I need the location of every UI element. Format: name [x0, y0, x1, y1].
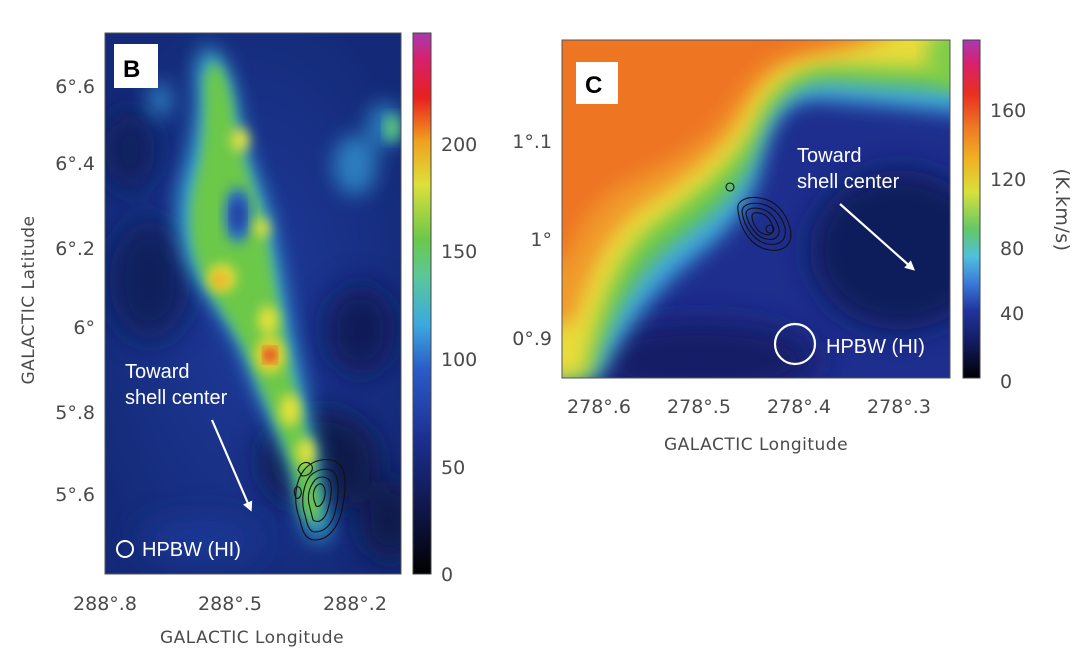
panel-b-y-axis: 6°.6 6°.4 6°.2 6° 5°.8 5°.6 — [55, 76, 95, 506]
panel-b-ytick: 6°.2 — [55, 238, 95, 260]
panel-c-xtick: 278°.5 — [667, 396, 731, 418]
panel-b-colorbar — [412, 32, 432, 575]
panel-c-map — [562, 40, 950, 378]
panel-b-xlabel: GALACTIC Longitude — [160, 628, 344, 648]
panel-b-ylabel: GALACTIC Latitude — [19, 215, 39, 384]
panel-b-cbar-tick: 100 — [441, 349, 477, 371]
panel-c-label-box — [576, 62, 618, 104]
panel-c-beam-circle — [773, 322, 817, 366]
panel-c-arrow — [839, 203, 915, 271]
panel-b-cbar-tick: 50 — [441, 457, 465, 479]
panel-c-beam-label: HPBW (HI) — [826, 336, 925, 358]
panel-c-cbar-tick: 120 — [990, 169, 1026, 191]
panel-c-frame — [561, 39, 951, 379]
panel-c-xtick: 278°.4 — [767, 396, 831, 418]
panel-c-colorbar-ticks: 0 40 80 120 160 — [990, 100, 1026, 393]
panel-b-map — [105, 33, 401, 574]
panel-b-cbar-tick: 0 — [441, 564, 453, 586]
panel-b-ytick: 5°.8 — [55, 402, 95, 424]
panel-b-x-axis: 288°.8 288°.5 288°.2 — [73, 593, 387, 615]
panel-b-arrow — [210, 419, 253, 512]
panel-c-cbar-tick: 40 — [1000, 303, 1024, 325]
panel-c-xlabel: GALACTIC Longitude — [664, 435, 848, 455]
panel-b-annotation-line1: Toward — [125, 361, 189, 383]
panel-b-frame — [104, 32, 402, 575]
panel-b-ytick: 6° — [73, 317, 95, 339]
panel-b-beam-circle — [116, 540, 134, 558]
panel-b-contours — [293, 459, 346, 541]
panel-c-annotation-line1: Toward — [797, 145, 861, 167]
panel-c-xtick: 278°.3 — [867, 396, 931, 418]
panel-c-xtick: 278°.6 — [567, 396, 631, 418]
panel-b-cbar-tick: 200 — [441, 134, 477, 156]
panel-c-cbar-tick: 0 — [1000, 371, 1012, 393]
panel-b-annotation-line2: shell center — [125, 387, 228, 409]
panel-b-ytick: 6°.6 — [55, 76, 95, 98]
panel-c: C Toward shell center HPBW (HI) 1°.1 1° … — [512, 39, 1073, 455]
panel-b: B Toward shell center HPBW (HI) 6°.6 6°.… — [19, 32, 477, 648]
panel-b-colorbar-ticks: 0 50 100 150 200 — [441, 134, 477, 586]
panel-b-ytick: 5°.6 — [55, 484, 95, 506]
panel-c-colorbar — [962, 39, 981, 379]
panel-b-label: B — [123, 56, 140, 83]
panel-c-cbar-tick: 160 — [990, 100, 1026, 122]
panel-c-contours — [725, 182, 792, 251]
panel-c-x-axis: 278°.6 278°.5 278°.4 278°.3 — [567, 396, 931, 418]
panel-c-label: C — [585, 72, 602, 99]
panel-c-ytick: 0°.9 — [512, 328, 552, 350]
panel-c-y-axis: 1°.1 1° 0°.9 — [512, 131, 552, 350]
panel-b-xtick: 288°.2 — [323, 593, 387, 615]
panel-b-beam-label: HPBW (HI) — [142, 539, 241, 561]
panel-b-label-box — [114, 44, 158, 88]
panel-b-xtick: 288°.5 — [198, 593, 262, 615]
panel-b-ytick: 6°.4 — [55, 153, 95, 175]
panel-c-ytick: 1°.1 — [512, 131, 552, 153]
panel-c-cbar-tick: 80 — [1000, 238, 1024, 260]
panel-c-ytick: 1° — [530, 229, 552, 251]
panel-b-xtick: 288°.8 — [73, 593, 137, 615]
panel-c-colorbar-unit: (K.km/s) — [1051, 168, 1073, 251]
panel-c-annotation-line2: shell center — [797, 171, 900, 193]
panel-b-cbar-tick: 150 — [441, 241, 477, 263]
